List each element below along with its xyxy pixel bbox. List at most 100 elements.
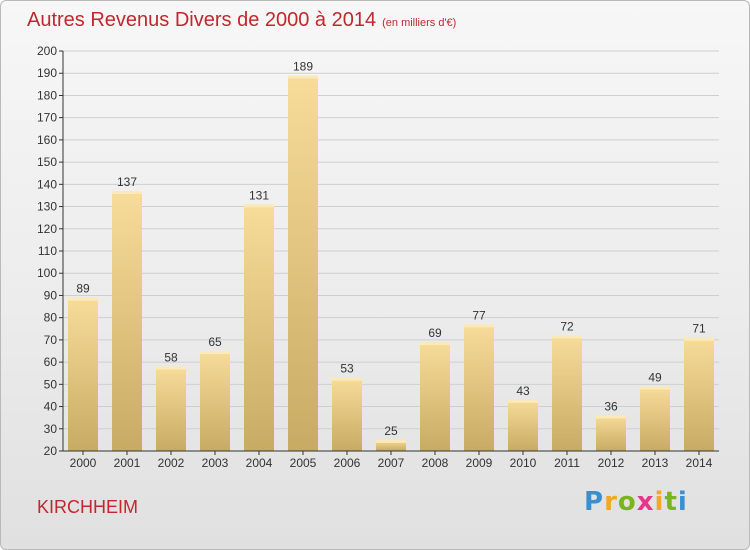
data-label: 49	[648, 371, 662, 385]
chart-unit: (en milliers d'€)	[382, 17, 457, 29]
x-tick-label: 2007	[378, 456, 405, 470]
y-tick-label: 40	[44, 400, 58, 414]
y-tick-label: 180	[37, 88, 57, 102]
data-label: 72	[560, 319, 574, 333]
bar-highlight	[156, 366, 186, 370]
y-tick-label: 160	[37, 133, 57, 147]
bar-highlight	[420, 342, 450, 346]
bar-2012: 36	[596, 399, 626, 451]
bar	[596, 415, 626, 451]
bar	[156, 366, 186, 451]
logo-letter: t	[664, 487, 678, 517]
y-tick-label: 50	[44, 377, 58, 391]
y-tick-label: 30	[44, 422, 58, 436]
data-label: 65	[208, 335, 222, 349]
data-label: 69	[428, 326, 442, 340]
proxiti-logo: Proxiti	[584, 487, 688, 517]
logo-letter: o	[617, 487, 637, 517]
bar-2000: 89	[68, 282, 98, 451]
bar-2011: 72	[552, 319, 582, 451]
y-tick-label: 140	[37, 177, 57, 191]
bar-2004: 131	[244, 188, 274, 451]
y-tick-label: 120	[37, 222, 57, 236]
logo-letter: i	[677, 487, 688, 517]
y-tick-label: 20	[44, 444, 58, 458]
x-tick-label: 2003	[202, 456, 229, 470]
data-label: 189	[293, 59, 313, 73]
bar-2014: 71	[684, 322, 714, 451]
bar-highlight	[68, 297, 98, 301]
bar	[552, 335, 582, 451]
data-label: 89	[76, 282, 90, 296]
bar	[288, 75, 318, 451]
x-tick-label: 2001	[114, 456, 141, 470]
bar	[244, 204, 274, 451]
bar-highlight	[640, 386, 670, 390]
bar-2009: 77	[464, 308, 494, 451]
x-tick-label: 2000	[70, 456, 97, 470]
bar-highlight	[200, 351, 230, 354]
logo-letter: r	[604, 487, 618, 517]
y-tick-label: 150	[37, 155, 57, 169]
logo-letter: i	[654, 487, 665, 517]
bar	[684, 337, 714, 451]
data-label: 137	[117, 175, 137, 189]
bar-2007: 25	[376, 424, 406, 451]
bar	[640, 386, 670, 451]
bar-2002: 58	[156, 351, 186, 451]
x-tick-label: 2012	[598, 456, 625, 470]
y-tick-label: 190	[37, 66, 57, 80]
x-tick-label: 2005	[290, 456, 317, 470]
bar	[332, 377, 362, 451]
bar	[112, 191, 142, 451]
bar-highlight	[684, 337, 714, 341]
data-label: 77	[472, 308, 486, 322]
bar-2013: 49	[640, 371, 670, 451]
data-label: 36	[604, 399, 618, 413]
bar	[376, 439, 406, 451]
bar	[464, 324, 494, 451]
bar-2006: 53	[332, 362, 362, 451]
bar-highlight	[596, 415, 626, 419]
y-tick-label: 110	[38, 244, 57, 258]
data-label: 58	[164, 351, 178, 365]
y-tick-label: 170	[37, 111, 57, 125]
y-tick-label: 90	[44, 288, 58, 302]
y-tick-label: 80	[44, 311, 58, 325]
x-tick-label: 2013	[642, 456, 669, 470]
bar-highlight	[244, 204, 274, 208]
x-tick-label: 2009	[466, 456, 493, 470]
x-tick-label: 2010	[510, 456, 537, 470]
bar-highlight	[376, 439, 406, 443]
data-label: 25	[384, 424, 398, 438]
bar-2010: 43	[508, 384, 538, 451]
bar-highlight	[508, 399, 538, 403]
bars: 89 137 58 65 131 189 53 25 69 77 43 72 36 49 71	[68, 59, 714, 451]
x-tick-label: 2006	[334, 456, 361, 470]
commune-name: KIRCHHEIM	[37, 497, 139, 517]
chart-title: Autres Revenus Divers de 2000 à 2014 (en …	[27, 9, 456, 32]
bar-2008: 69	[420, 326, 450, 451]
x-axis-labels: 2000 2001 2002 2003 2004 2005 2006 2007 2008 2009…	[70, 451, 713, 470]
x-tick-label: 2004	[246, 456, 273, 470]
bar-2001: 137	[112, 175, 142, 451]
x-tick-label: 2002	[158, 456, 185, 470]
bar-2003: 65	[200, 335, 230, 451]
bar-highlight	[552, 335, 582, 339]
y-tick-label: 130	[37, 200, 57, 214]
bar-highlight	[464, 324, 494, 328]
data-label: 71	[692, 322, 706, 336]
y-tick-label: 60	[44, 355, 58, 369]
data-label: 131	[249, 188, 269, 202]
y-axis-ticks: 20 30 40 50 60 70 80 90 100 110 120 130 140 150 160 170…	[37, 44, 63, 458]
chart-title-text: Autres Revenus Divers de 2000 à 2014	[27, 9, 377, 31]
data-label: 43	[516, 384, 530, 398]
x-tick-label: 2014	[686, 456, 713, 470]
bar-highlight	[288, 75, 318, 79]
bar	[200, 351, 230, 451]
bar-2005: 189	[288, 59, 318, 451]
data-label: 53	[340, 362, 354, 376]
y-tick-label: 100	[37, 266, 57, 280]
